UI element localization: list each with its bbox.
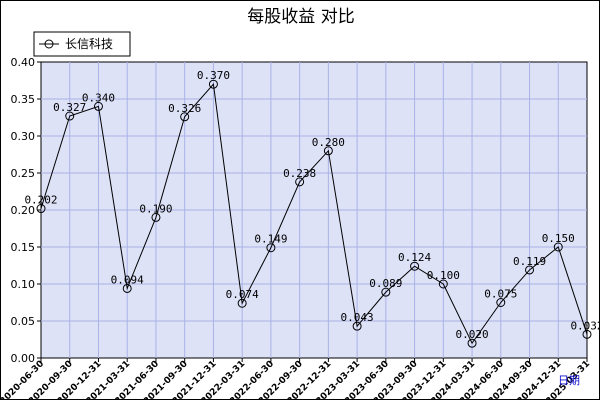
data-point bbox=[582, 329, 592, 339]
y-tick-label: 0.30 bbox=[11, 130, 36, 143]
data-point bbox=[65, 111, 75, 121]
data-label: 0.043 bbox=[341, 311, 374, 324]
data-point bbox=[237, 298, 247, 308]
x-axis-title: 日期 bbox=[558, 374, 580, 387]
data-label: 0.238 bbox=[283, 167, 316, 180]
data-point bbox=[525, 265, 535, 275]
data-label: 0.119 bbox=[513, 255, 546, 268]
data-label: 0.150 bbox=[542, 232, 575, 245]
data-point bbox=[323, 146, 333, 156]
y-tick-label: 0.35 bbox=[11, 93, 36, 106]
data-point bbox=[266, 243, 276, 253]
data-label: 0.124 bbox=[398, 251, 431, 264]
data-label: 0.340 bbox=[82, 91, 115, 104]
y-axis: 0.00 0.05 0.10 0.15 0.20 0.25 0.30 0.35 0.40 bbox=[11, 56, 41, 365]
data-label: 0.020 bbox=[455, 328, 488, 341]
data-label: 0.202 bbox=[24, 194, 57, 207]
y-tick-label: 0.05 bbox=[11, 315, 36, 328]
data-label: 0.074 bbox=[226, 288, 259, 301]
y-tick-label: 0.15 bbox=[11, 241, 36, 254]
data-label: 0.370 bbox=[197, 69, 230, 82]
data-point bbox=[295, 177, 305, 187]
data-point bbox=[208, 79, 218, 89]
data-label: 0.075 bbox=[484, 288, 517, 301]
y-tick-label: 0.20 bbox=[11, 204, 36, 217]
data-label: 0.094 bbox=[111, 273, 144, 286]
data-label: 0.326 bbox=[168, 102, 201, 115]
legend-marker bbox=[44, 39, 54, 49]
data-point bbox=[438, 279, 448, 289]
data-point bbox=[352, 321, 362, 331]
data-point bbox=[93, 101, 103, 111]
data-point bbox=[496, 298, 506, 307]
data-point bbox=[122, 283, 132, 293]
data-point bbox=[381, 287, 391, 297]
x-axis: 2020-06-302020-09-302020-12-312021-03-31… bbox=[0, 358, 592, 404]
data-label: 0.327 bbox=[53, 101, 86, 114]
chart-title: 每股收益 对比 bbox=[247, 7, 354, 27]
data-label: 0.032 bbox=[570, 319, 599, 332]
series-layer bbox=[36, 79, 592, 348]
y-tick-label: 0.00 bbox=[11, 352, 36, 365]
data-label: 0.089 bbox=[369, 277, 402, 290]
data-label: 0.280 bbox=[312, 136, 345, 149]
data-point bbox=[553, 242, 563, 252]
y-tick-label: 0.10 bbox=[11, 278, 36, 291]
data-label: 0.100 bbox=[427, 269, 460, 282]
data-label: 0.149 bbox=[254, 233, 287, 246]
data-point bbox=[151, 212, 161, 222]
data-point bbox=[180, 112, 190, 122]
data-point bbox=[467, 338, 477, 348]
legend: 长信科技 bbox=[33, 31, 131, 57]
grid-lines bbox=[41, 62, 587, 358]
data-point bbox=[36, 204, 46, 214]
data-label: 0.190 bbox=[139, 202, 172, 215]
y-tick-label: 0.25 bbox=[11, 167, 36, 180]
y-tick-label: 0.40 bbox=[11, 56, 36, 69]
legend-label: 长信科技 bbox=[65, 37, 113, 51]
series-line bbox=[40, 83, 588, 345]
data-point bbox=[410, 261, 420, 271]
